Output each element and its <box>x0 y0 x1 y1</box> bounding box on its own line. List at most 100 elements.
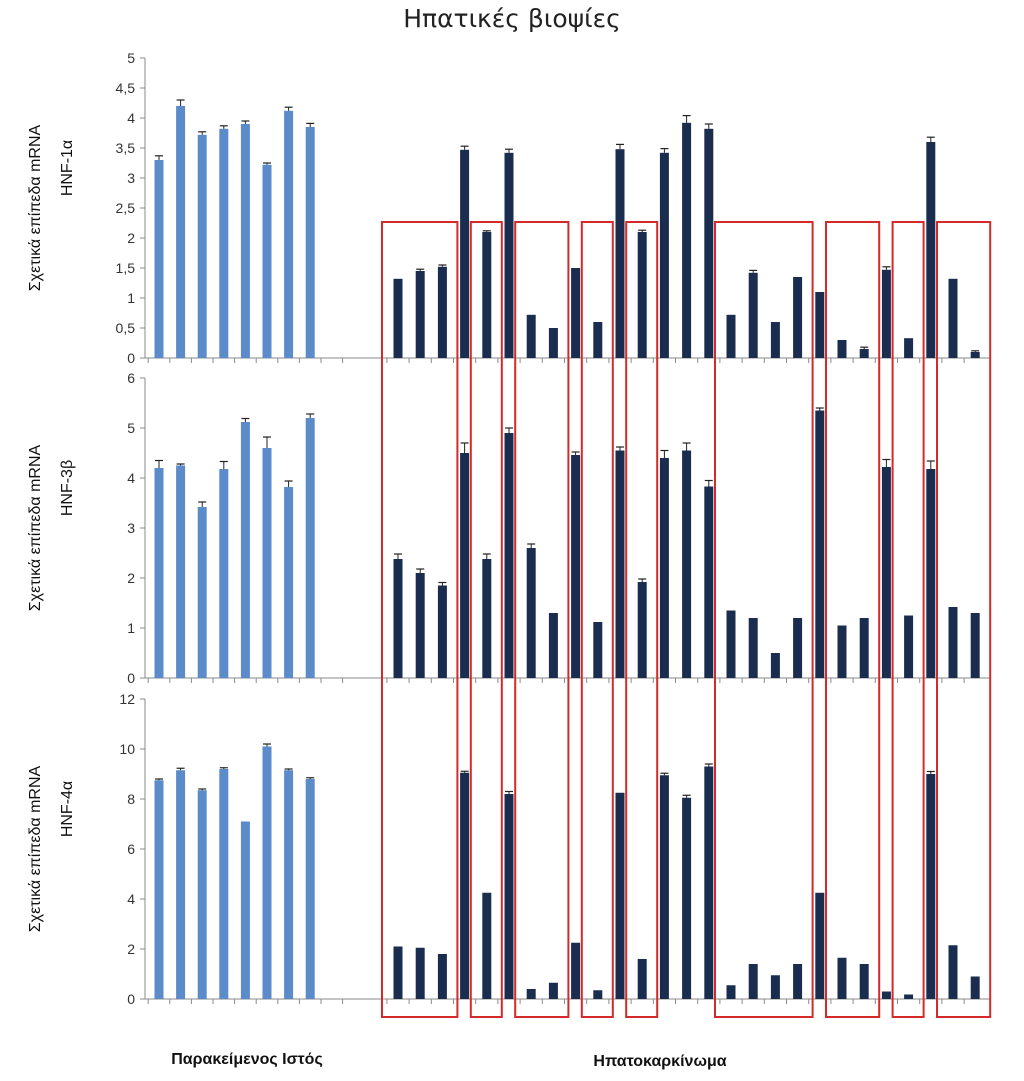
y-tick-label: 0 <box>127 350 135 366</box>
adjacent-bar <box>176 106 186 358</box>
highlight-box <box>625 221 659 1018</box>
hcc-bar <box>526 548 536 678</box>
hcc-bar <box>482 559 492 678</box>
adjacent-bar <box>262 164 272 358</box>
y-axis-gene-label: HNF-1α <box>59 140 76 196</box>
hcc-bar <box>659 775 669 999</box>
highlight-box <box>381 221 459 1018</box>
hcc-bar <box>504 794 514 999</box>
hcc-bar <box>770 653 780 678</box>
y-tick-label: 0 <box>127 991 135 1007</box>
hcc-bar <box>659 152 669 358</box>
adjacent-bar <box>154 468 164 678</box>
hcc-bar <box>748 272 758 358</box>
adjacent-bar <box>240 821 250 999</box>
adjacent-bar <box>176 770 186 999</box>
highlight-box <box>891 221 925 1018</box>
y-tick-label: 3,5 <box>116 140 136 156</box>
hcc-bar <box>970 352 980 358</box>
hcc-bar <box>726 985 736 999</box>
hcc-bar <box>793 964 803 999</box>
hcc-bar <box>615 149 625 358</box>
hcc-bar <box>682 797 692 999</box>
highlight-box <box>580 221 614 1018</box>
hcc-bar <box>637 582 647 678</box>
y-tick-label: 3 <box>127 170 135 186</box>
highlight-box <box>936 221 992 1018</box>
hcc-bar <box>926 469 936 678</box>
hcc-bar <box>859 349 869 358</box>
adjacent-bar <box>176 465 186 678</box>
hcc-bar <box>704 486 714 678</box>
highlight-boxes <box>381 221 992 1018</box>
panel-1: 0 0,5 1 1,5 2 2,5 3 3,5 4 4,5 5 Σχετικά επίπεδα mRN… <box>27 50 990 366</box>
hcc-bar <box>393 559 403 678</box>
adjacent-bar <box>262 448 272 678</box>
hcc-bar <box>793 618 803 678</box>
highlight-box <box>714 221 814 1018</box>
hcc-bar <box>593 322 603 358</box>
hcc-bar <box>615 450 625 678</box>
hcc-bar <box>726 610 736 678</box>
y-tick-label: 4 <box>127 470 135 486</box>
adjacent-bar <box>284 110 294 358</box>
hcc-bar <box>970 976 980 999</box>
adjacent-bar <box>197 507 207 678</box>
hcc-bar <box>548 982 558 999</box>
hcc-bar <box>682 450 692 678</box>
y-tick-label: 4,5 <box>116 80 136 96</box>
hcc-bar <box>748 618 758 678</box>
hcc-bar <box>770 322 780 358</box>
hcc-bar <box>571 942 581 999</box>
y-tick-label: 0,5 <box>116 320 136 336</box>
adjacent-bar <box>197 790 207 999</box>
hcc-bar <box>948 278 958 358</box>
hcc-bar <box>548 328 558 358</box>
y-tick-label: 4 <box>127 110 135 126</box>
y-axis-title: Σχετικά επίπεδα mRNA <box>27 765 44 932</box>
hcc-bar <box>926 774 936 999</box>
hcc-bar <box>704 766 714 999</box>
y-tick-label: 5 <box>127 420 135 436</box>
hcc-bar <box>704 128 714 358</box>
y-tick-label: 2 <box>127 941 135 957</box>
hcc-bar <box>859 618 869 678</box>
hcc-bar <box>748 964 758 999</box>
hcc-bar <box>948 607 958 678</box>
y-tick-label: 6 <box>127 841 135 857</box>
y-tick-label: 5 <box>127 50 135 66</box>
chart-title: Ηπατικές βιοψίες <box>403 4 621 33</box>
hcc-bar <box>504 433 514 678</box>
hcc-bar <box>415 573 425 678</box>
hcc-bar <box>526 989 536 999</box>
hcc-bar <box>837 340 847 358</box>
hcc-bar <box>881 467 891 678</box>
hcc-bar <box>881 269 891 358</box>
hcc-bar <box>415 947 425 999</box>
hcc-bar <box>837 957 847 999</box>
y-tick-label: 4 <box>127 891 135 907</box>
hcc-bar <box>526 314 536 358</box>
hcc-bar <box>904 615 914 678</box>
hcc-bar <box>682 122 692 358</box>
y-tick-label: 6 <box>127 370 135 386</box>
hcc-bar <box>726 314 736 358</box>
hcc-bar <box>593 990 603 999</box>
adjacent-bar <box>262 746 272 999</box>
y-tick-label: 10 <box>119 741 135 757</box>
panel-3: 0 2 4 6 8 10 12 Σχετικά επίπεδα mRNA HNF-4α <box>27 691 990 1007</box>
y-axis-title: Σχετικά επίπεδα mRNA <box>27 444 44 611</box>
hcc-bar <box>637 959 647 999</box>
adjacent-bar <box>305 779 315 999</box>
hcc-bar <box>548 613 558 678</box>
hcc-bar <box>926 142 936 358</box>
panels: 0 0,5 1 1,5 2 2,5 3 3,5 4 4,5 5 Σχετικά επίπεδα mRN… <box>27 50 990 1007</box>
adjacent-bar <box>219 469 229 678</box>
adjacent-bar <box>219 128 229 358</box>
adjacent-bar <box>219 769 229 999</box>
hcc-bar <box>815 892 825 999</box>
hcc-bar <box>437 266 447 358</box>
hcc-bar <box>615 792 625 999</box>
hcc-bar <box>437 585 447 678</box>
hcc-bar <box>437 954 447 999</box>
